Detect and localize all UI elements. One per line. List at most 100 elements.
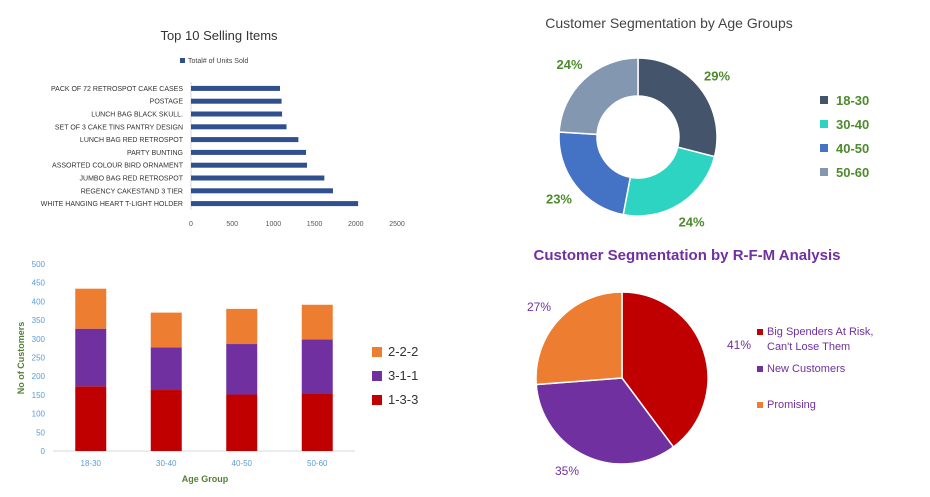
rfm-pie-legend-label: Promising [767, 399, 816, 411]
stacked-y-tick: 350 [32, 316, 46, 325]
top-items-x-tick: 2000 [348, 221, 364, 228]
stacked-y-tick: 200 [32, 372, 46, 381]
age-donut-legend-label: 30-40 [836, 117, 869, 132]
age-donut-percent-label: 29% [704, 69, 730, 84]
age-donut-percent-label: 23% [546, 191, 572, 206]
top-items-category-label: SET OF 3 CAKE TINS PANTRY DESIGN [55, 124, 183, 131]
age-donut-legend-label: 50-60 [836, 165, 869, 180]
top-items-chart-panel: Top 10 Selling Items Total# of Units Sol… [0, 0, 460, 240]
stacked-x-tick: 40-50 [232, 459, 253, 468]
age-donut-legend-swatch [820, 96, 828, 104]
age-donut-slice [637, 57, 718, 158]
top-items-x-tick: 1500 [307, 221, 323, 228]
rfm-pie-slice [535, 291, 623, 386]
rfm-pie-percent-label: 27% [527, 300, 551, 314]
stacked-bar-segment [301, 339, 333, 394]
stacked-bar-segment [150, 312, 182, 348]
top-items-x-tick: 500 [226, 221, 238, 228]
age-donut-panel: Customer Segmentation by Age Groups 29% 2… [465, 0, 930, 240]
top-items-bar [191, 111, 283, 117]
top-items-category-label: ASSORTED COLOUR BIRD ORNAMENT [52, 163, 184, 170]
stacked-bar-segment [226, 344, 258, 395]
top-items-bar [191, 201, 359, 207]
top-items-category-label: JUMBO BAG RED RETROSPOT [80, 176, 184, 183]
top-items-bar [191, 162, 308, 168]
rfm-pie-legend-swatch [757, 366, 763, 372]
stacked-legend-swatch [372, 347, 382, 357]
stacked-ylabel: No of Customers [16, 322, 26, 395]
top-items-legend-swatch [180, 58, 185, 63]
top-items-category-label: LUNCH BAG BLACK SKULL. [91, 112, 183, 119]
stacked-x-tick: 30-40 [156, 459, 177, 468]
rfm-pie-slice [535, 377, 675, 465]
stacked-bar-segment [226, 394, 258, 451]
top-items-bar [191, 98, 282, 104]
stacked-y-tick: 150 [32, 391, 46, 400]
age-donut-chart: Customer Segmentation by Age Groups 29% 2… [545, 15, 869, 229]
age-donut-legend-swatch [820, 144, 828, 152]
top-items-category-label: PACK OF 72 RETROSPOT CAKE CASES [51, 86, 183, 93]
stacked-y-tick: 400 [32, 297, 46, 306]
rfm-pie-chart: Customer Segmentation by R-F-M Analysis … [527, 247, 873, 478]
stacked-bar-segment [75, 386, 107, 451]
stacked-y-tick: 50 [36, 428, 45, 437]
age-donut-percent-label: 24% [557, 57, 583, 72]
rfm-pie-legend-swatch [757, 329, 763, 335]
rfm-pie-legend-swatch [757, 402, 763, 408]
age-donut-slice [558, 57, 639, 136]
top-items-legend-label: Total# of Units Sold [188, 58, 248, 65]
stacked-x-tick: 18-30 [81, 459, 102, 468]
stacked-bar-segment [150, 347, 182, 391]
stacked-legend-label: 2-2-2 [388, 344, 418, 359]
stacked-y-tick: 250 [32, 354, 46, 363]
age-donut-percent-label: 24% [679, 214, 705, 229]
age-donut-legend-label: 18-30 [836, 93, 869, 108]
age-donut-title: Customer Segmentation by Age Groups [545, 15, 792, 31]
top-items-bar [191, 149, 307, 155]
top-items-category-label: LUNCH BAG RED RETROSPOT [80, 137, 184, 144]
stacked-bar-segment [75, 288, 107, 329]
rfm-age-stacked-panel: 0 50 100 150 200 250 300 350 400 450 500 18-30 30-40… [0, 245, 465, 492]
stacked-y-tick: 450 [32, 279, 46, 288]
top-items-title: Top 10 Selling Items [160, 28, 278, 43]
top-items-category-label: WHITE HANGING HEART T-LIGHT HOLDER [41, 201, 183, 208]
top-items-chart: Top 10 Selling Items Total# of Units Sol… [41, 28, 405, 228]
top-items-bar [191, 188, 333, 194]
stacked-y-tick: 500 [32, 260, 46, 269]
rfm-age-stacked-chart: 0 50 100 150 200 250 300 350 400 450 500 18-30 30-40… [16, 260, 418, 484]
stacked-legend-swatch [372, 371, 382, 381]
rfm-pie-legend-label: Big Spenders At Risk, Can't Lose Them [767, 326, 873, 353]
top-items-bar [191, 175, 325, 181]
rfm-pie-legend-label: New Customers [767, 363, 846, 375]
stacked-y-tick: 0 [41, 447, 46, 456]
stacked-bar-segment [150, 390, 182, 451]
stacked-bar-segment [226, 308, 258, 345]
rfm-pie-title: Customer Segmentation by R-F-M Analysis [534, 247, 841, 264]
stacked-bar-segment [301, 304, 333, 340]
top-items-category-label: POSTAGE [150, 99, 184, 106]
top-items-x-tick: 0 [189, 221, 193, 228]
top-items-category-label: PARTY BUNTING [127, 150, 183, 157]
stacked-x-tick: 50-60 [307, 459, 328, 468]
stacked-legend-swatch [372, 395, 382, 405]
top-items-bar [191, 137, 299, 143]
age-donut-legend-label: 40-50 [836, 141, 869, 156]
stacked-legend-label: 3-1-1 [388, 368, 418, 383]
stacked-y-tick: 300 [32, 335, 46, 344]
stacked-xlabel: Age Group [182, 474, 229, 484]
top-items-bar [191, 124, 287, 130]
stacked-legend-label: 1-3-3 [388, 392, 418, 407]
stacked-bar-segment [301, 393, 333, 451]
rfm-pie-percent-label: 35% [555, 464, 579, 478]
rfm-pie-percent-label: 41% [727, 338, 751, 352]
age-donut-legend-swatch [820, 120, 828, 128]
age-donut-legend-swatch [820, 168, 828, 176]
rfm-pie-slice [621, 291, 709, 449]
top-items-x-tick: 2500 [389, 221, 405, 228]
age-donut-slice [622, 146, 716, 217]
top-items-bar [191, 85, 280, 91]
stacked-y-tick: 100 [32, 410, 46, 419]
top-items-category-label: REGENCY CAKESTAND 3 TIER [81, 188, 183, 195]
stacked-bar-segment [75, 328, 107, 387]
rfm-pie-panel: Customer Segmentation by R-F-M Analysis … [465, 240, 930, 492]
